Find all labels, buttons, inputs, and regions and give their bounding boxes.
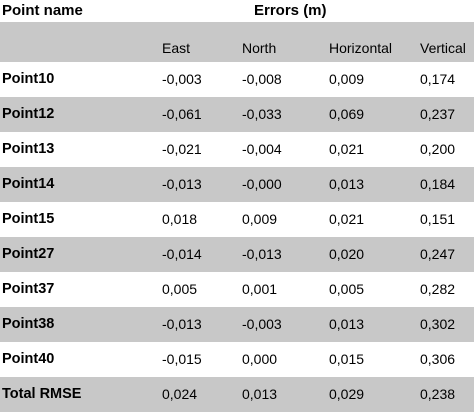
cell-vertical: 0,247 bbox=[420, 246, 456, 262]
table-row: Point27 -0,014 -0,013 0,020 0,247 bbox=[0, 237, 474, 272]
table-header-top: Point name Errors (m) bbox=[0, 0, 474, 22]
cell-horizontal: 0,005 bbox=[329, 281, 365, 297]
cell-east: -0,013 bbox=[162, 316, 202, 332]
cell-north: 0,013 bbox=[242, 386, 278, 402]
row-name: Point27 bbox=[2, 246, 55, 262]
cell-horizontal: 0,021 bbox=[329, 211, 365, 227]
table-row: Point37 0,005 0,001 0,005 0,282 bbox=[0, 272, 474, 307]
cell-horizontal: 0,069 bbox=[329, 106, 365, 122]
cell-east: -0,015 bbox=[162, 351, 202, 367]
cell-north: -0,008 bbox=[242, 71, 282, 87]
column-header-vertical: Vertical bbox=[420, 40, 466, 56]
cell-north: -0,013 bbox=[242, 246, 282, 262]
errors-header: Errors (m) bbox=[254, 2, 327, 19]
cell-north: -0,000 bbox=[242, 176, 282, 192]
cell-east: -0,014 bbox=[162, 246, 202, 262]
cell-east: -0,061 bbox=[162, 106, 202, 122]
cell-east: -0,003 bbox=[162, 71, 202, 87]
table-row-total: Total RMSE 0,024 0,013 0,029 0,238 bbox=[0, 377, 474, 412]
row-name: Point15 bbox=[2, 211, 55, 227]
cell-vertical: 0,306 bbox=[420, 351, 456, 367]
cell-vertical: 0,151 bbox=[420, 211, 456, 227]
column-header-north: North bbox=[242, 40, 277, 56]
cell-north: 0,001 bbox=[242, 281, 278, 297]
row-name: Point10 bbox=[2, 71, 55, 87]
row-name: Point12 bbox=[2, 106, 55, 122]
cell-horizontal: 0,021 bbox=[329, 141, 365, 157]
cell-horizontal: 0,009 bbox=[329, 71, 365, 87]
cell-vertical: 0,174 bbox=[420, 71, 456, 87]
table-row: Point14 -0,013 -0,000 0,013 0,184 bbox=[0, 167, 474, 202]
table-row: Point13 -0,021 -0,004 0,021 0,200 bbox=[0, 132, 474, 167]
table-row: Point10 -0,003 -0,008 0,009 0,174 bbox=[0, 62, 474, 97]
cell-horizontal: 0,015 bbox=[329, 351, 365, 367]
cell-east: -0,021 bbox=[162, 141, 202, 157]
cell-east: -0,013 bbox=[162, 176, 202, 192]
row-name: Point37 bbox=[2, 281, 55, 297]
row-name: Point40 bbox=[2, 351, 55, 367]
cell-east: 0,024 bbox=[162, 386, 198, 402]
row-name: Point13 bbox=[2, 141, 55, 157]
table-header-columns: East North Horizontal Vertical bbox=[0, 22, 474, 62]
table-row: Point38 -0,013 -0,003 0,013 0,302 bbox=[0, 307, 474, 342]
cell-east: 0,005 bbox=[162, 281, 198, 297]
table-row: Point15 0,018 0,009 0,021 0,151 bbox=[0, 202, 474, 237]
row-name: Point38 bbox=[2, 316, 55, 332]
column-header-east: East bbox=[162, 40, 191, 56]
cell-north: -0,003 bbox=[242, 316, 282, 332]
cell-horizontal: 0,013 bbox=[329, 316, 365, 332]
cell-north: 0,000 bbox=[242, 351, 278, 367]
cell-horizontal: 0,013 bbox=[329, 176, 365, 192]
cell-vertical: 0,237 bbox=[420, 106, 456, 122]
table-row: Point12 -0,061 -0,033 0,069 0,237 bbox=[0, 97, 474, 132]
row-name: Point14 bbox=[2, 176, 55, 192]
cell-horizontal: 0,020 bbox=[329, 246, 365, 262]
table-row: Point40 -0,015 0,000 0,015 0,306 bbox=[0, 342, 474, 377]
cell-vertical: 0,184 bbox=[420, 176, 456, 192]
row-name: Total RMSE bbox=[2, 386, 82, 402]
cell-vertical: 0,238 bbox=[420, 386, 456, 402]
point-name-header: Point name bbox=[2, 2, 83, 19]
column-header-horizontal: Horizontal bbox=[329, 40, 393, 56]
cell-horizontal: 0,029 bbox=[329, 386, 365, 402]
cell-east: 0,018 bbox=[162, 211, 198, 227]
cell-vertical: 0,282 bbox=[420, 281, 456, 297]
cell-north: -0,004 bbox=[242, 141, 282, 157]
cell-vertical: 0,302 bbox=[420, 316, 456, 332]
cell-north: -0,033 bbox=[242, 106, 282, 122]
cell-vertical: 0,200 bbox=[420, 141, 456, 157]
cell-north: 0,009 bbox=[242, 211, 278, 227]
